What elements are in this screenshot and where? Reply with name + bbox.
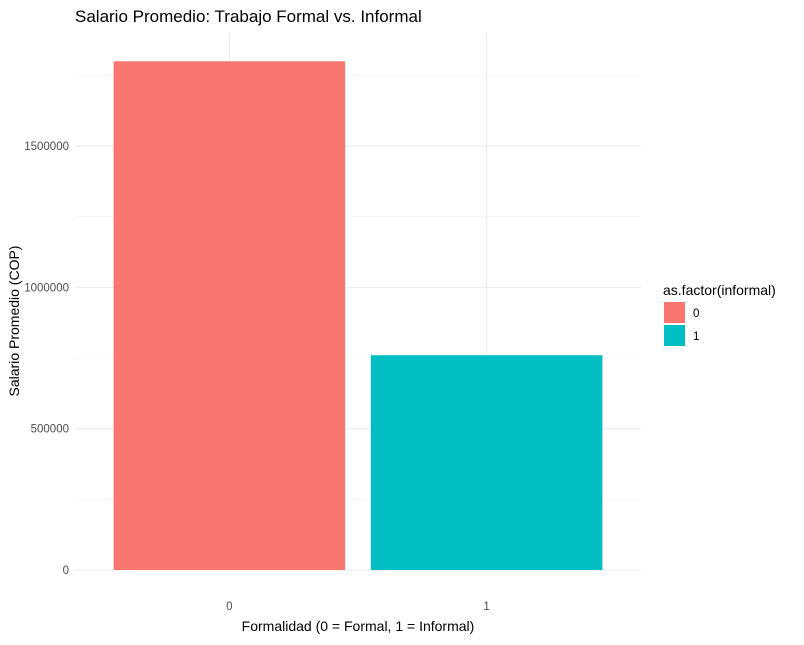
x-tick-label: 1 [483, 601, 489, 613]
bars [113, 61, 603, 571]
bar-0 [113, 61, 346, 571]
y-axis-title: Salario Promedio (COP) [6, 246, 22, 397]
legend-swatch-0 [664, 302, 685, 323]
x-axis-title: Formalidad (0 = Formal, 1 = Informal) [242, 618, 475, 634]
y-tick-label: 0 [63, 565, 69, 577]
bar-1 [370, 355, 603, 570]
y-tick-label: 500000 [31, 424, 69, 436]
y-axis-ticks: 0 500000 1000000 1500000 [24, 141, 69, 577]
legend-label-1: 1 [693, 331, 699, 343]
legend-label-0: 0 [693, 308, 699, 320]
y-tick-label: 1500000 [24, 141, 69, 153]
legend-title: as.factor(informal) [663, 282, 776, 298]
legend: as.factor(informal) 01 [663, 282, 776, 346]
legend-entries: 01 [664, 302, 699, 346]
chart-title: Salario Promedio: Trabajo Formal vs. Inf… [75, 7, 422, 26]
x-tick-label: 0 [226, 601, 232, 613]
legend-swatch-1 [664, 325, 685, 346]
y-tick-label: 1000000 [24, 282, 69, 294]
